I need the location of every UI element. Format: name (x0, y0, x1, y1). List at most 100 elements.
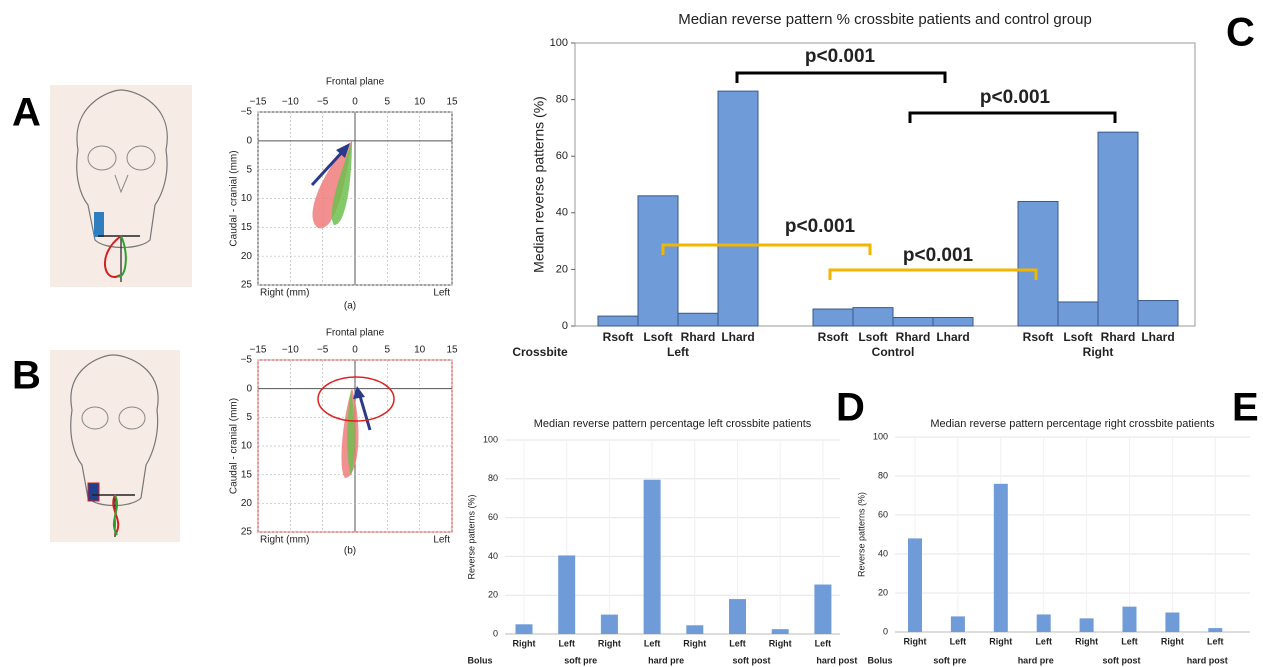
x-tick-label: Left (1207, 636, 1224, 646)
x-tick-label: Lsoft (858, 330, 887, 344)
trajectory-shape (312, 141, 352, 229)
panel-label: D (836, 386, 865, 430)
bar (686, 625, 704, 634)
group-label: Right (1083, 345, 1114, 359)
x-tick-label: Left (950, 636, 967, 646)
x-tick-label: Left (815, 638, 832, 648)
panel-label: A (12, 91, 41, 135)
caption: (a) (344, 301, 356, 312)
skull-illustration (50, 85, 192, 287)
y-tick-label: 0 (246, 383, 252, 394)
x-tick-label: 0 (352, 345, 358, 356)
x-tick-label: Left (1035, 636, 1052, 646)
x-axis-label: Right (mm) (260, 535, 309, 546)
y-tick-label: 40 (878, 548, 888, 558)
chart-title: Frontal plane (326, 328, 385, 339)
group-label: Control (872, 345, 915, 359)
group-label: soft post (733, 655, 771, 665)
bar (600, 614, 618, 634)
significance-label: p<0.001 (903, 245, 974, 266)
trajectory-shape (331, 141, 352, 226)
bar (950, 616, 965, 632)
x-axis-label: Left (433, 288, 450, 299)
significance-bracket (828, 268, 1038, 280)
panel-label: C (1226, 11, 1255, 55)
chart-title: Median reverse pattern percentage right … (930, 418, 1215, 430)
y-axis-label: Reverse patterns (%) (466, 494, 476, 579)
y-tick-label: 25 (241, 527, 253, 538)
y-tick-label: −5 (241, 355, 253, 366)
direction-arrow (358, 395, 372, 431)
bar (1036, 614, 1051, 632)
x-tick-label: 15 (446, 97, 458, 108)
x-tick-label: 10 (414, 97, 426, 108)
significance-bracket (661, 243, 872, 255)
bar (515, 624, 533, 634)
direction-arrow (353, 386, 365, 399)
x-tick-label: Rsoft (1023, 330, 1054, 344)
x-tick-label: −10 (282, 97, 299, 108)
x-tick-label: Right (598, 638, 621, 648)
x-tick-label: Right (1075, 636, 1098, 646)
caption: (b) (344, 546, 356, 557)
chart-title: Median reverse pattern % crossbite patie… (678, 11, 1092, 28)
y-tick-label: 0 (883, 626, 888, 636)
y-tick-label: 80 (488, 473, 498, 483)
y-tick-label: 10 (241, 193, 253, 204)
group-axis-label: Crossbite (512, 345, 568, 359)
y-tick-label: 100 (550, 37, 568, 49)
bar (1017, 200, 1059, 327)
bar (908, 538, 922, 632)
x-tick-label: Rhard (896, 330, 931, 344)
x-tick-label: −10 (282, 345, 299, 356)
y-tick-label: 0 (246, 135, 252, 146)
x-tick-label: Right (989, 636, 1012, 646)
x-tick-label: Rhard (1101, 330, 1136, 344)
bar (852, 307, 894, 327)
x-tick-label: −5 (317, 97, 329, 108)
x-tick-label: −15 (250, 97, 267, 108)
group-label: soft pre (933, 655, 966, 665)
bar (643, 479, 661, 634)
x-tick-label: Right (769, 638, 792, 648)
bar (771, 629, 789, 634)
bar (1122, 606, 1137, 632)
bar (597, 315, 639, 327)
bar (677, 312, 719, 327)
y-tick-label: 80 (878, 470, 888, 480)
highlight-ellipse (317, 376, 395, 422)
group-label: hard pre (1018, 655, 1054, 665)
x-tick-label: Right (683, 638, 706, 648)
y-tick-label: −5 (241, 107, 253, 118)
bar (1097, 131, 1139, 327)
significance-label: p<0.001 (805, 46, 876, 67)
bar (892, 317, 934, 327)
x-tick-label: Left (1121, 636, 1138, 646)
x-tick-label: Right (1161, 636, 1184, 646)
bar (932, 317, 974, 327)
x-tick-label: Lhard (721, 330, 754, 344)
y-tick-label: 20 (241, 498, 253, 509)
x-tick-label: Right (513, 638, 536, 648)
group-label: hard post (816, 655, 857, 665)
y-tick-label: 20 (488, 590, 498, 600)
y-tick-label: 0 (493, 628, 498, 638)
bar (993, 483, 1008, 632)
x-tick-label: Rsoft (818, 330, 849, 344)
chart-title: Median reverse pattern percentage left c… (534, 418, 812, 430)
panel-label: E (1232, 386, 1259, 430)
y-tick-label: 5 (246, 412, 252, 423)
group-label: hard post (1187, 655, 1228, 665)
group-label: Left (667, 345, 689, 359)
x-axis-label: Left (433, 535, 450, 546)
x-tick-label: Rsoft (603, 330, 634, 344)
bar (814, 584, 832, 634)
skull-illustration (50, 350, 180, 542)
x-tick-label: 0 (352, 97, 358, 108)
x-tick-label: Lsoft (643, 330, 672, 344)
direction-arrow (310, 148, 346, 187)
x-tick-label: 5 (385, 97, 391, 108)
y-tick-label: 80 (556, 94, 568, 106)
bar (812, 308, 854, 327)
